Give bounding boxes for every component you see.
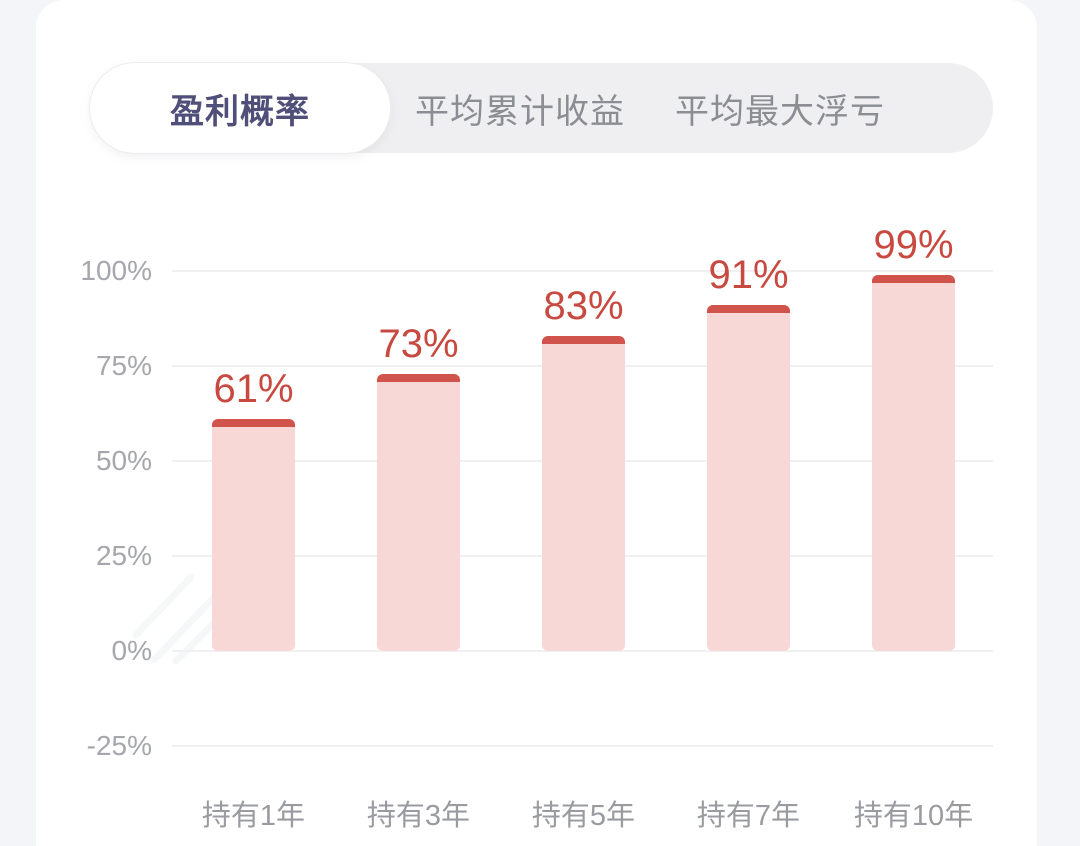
bar-cap bbox=[212, 419, 295, 428]
gridline--25% bbox=[172, 745, 993, 747]
bar-持有10年 bbox=[872, 274, 955, 651]
chart-card: 盈利概率 平均累计收益 平均最大浮亏 100% 75% 50% 25% 0% -25% 61… bbox=[36, 0, 1037, 846]
x-axis-category-label: 持有3年 bbox=[366, 800, 471, 832]
bar-value-label: 83% bbox=[543, 283, 624, 328]
y-axis-tick-label: 100% bbox=[80, 255, 152, 286]
bar-chart: 100% 75% 50% 25% 0% -25% 61% 持有1年 73% 持有3年 83% 持有5年… bbox=[36, 0, 1037, 846]
y-axis-tick-label: 0% bbox=[111, 635, 152, 666]
bar-cap bbox=[707, 305, 790, 314]
bar-value-label: 91% bbox=[708, 253, 789, 298]
x-axis-category-label: 持有7年 bbox=[696, 800, 801, 832]
bar-cap bbox=[377, 373, 460, 382]
y-axis-tick-label: 75% bbox=[95, 350, 152, 381]
tab-average-max-drawdown-label: 平均最大浮亏 bbox=[675, 92, 885, 131]
x-axis-category-label: 持有10年 bbox=[853, 800, 974, 832]
tab-average-cumulative-return-label: 平均累计收益 bbox=[415, 92, 625, 131]
y-axis-tick-label: 50% bbox=[95, 445, 152, 476]
bar-cap bbox=[872, 274, 955, 283]
bar-持有5年 bbox=[542, 335, 625, 651]
y-axis-tick-label: 25% bbox=[95, 540, 152, 571]
bar-持有3年 bbox=[377, 373, 460, 651]
y-axis-tick-label: -25% bbox=[86, 730, 152, 761]
tab-profit-probability-label: 盈利概率 bbox=[170, 92, 310, 131]
gridline-0% bbox=[172, 650, 993, 652]
tab-bar: 盈利概率 平均累计收益 平均最大浮亏 bbox=[90, 63, 993, 153]
bar-value-label: 99% bbox=[873, 222, 954, 267]
tab-profit-probability[interactable]: 盈利概率 bbox=[90, 63, 390, 153]
bar-持有1年 bbox=[212, 419, 295, 651]
x-axis-category-label: 持有5年 bbox=[531, 800, 636, 832]
tab-average-cumulative-return[interactable]: 平均累计收益 bbox=[390, 63, 650, 153]
bar-持有7年 bbox=[707, 305, 790, 651]
bar-value-label: 61% bbox=[213, 367, 294, 412]
gridline-100% bbox=[172, 270, 993, 272]
bar-value-label: 73% bbox=[378, 321, 459, 366]
bar-cap bbox=[542, 335, 625, 344]
tab-average-max-drawdown[interactable]: 平均最大浮亏 bbox=[650, 63, 910, 153]
x-axis-category-label: 持有1年 bbox=[201, 800, 306, 832]
